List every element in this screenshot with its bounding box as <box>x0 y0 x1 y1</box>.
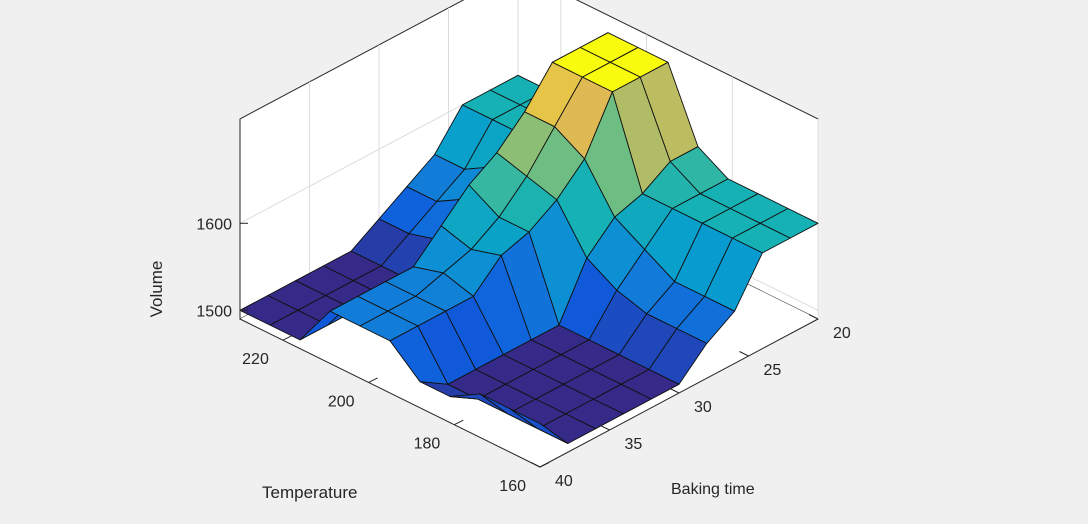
x-tick <box>808 314 819 320</box>
x-tick-label: 20 <box>833 325 851 342</box>
x-tick-label: 30 <box>694 399 712 416</box>
y-tick <box>368 377 378 383</box>
y-axis-line <box>239 318 541 468</box>
z-tick-label: 1600 <box>196 216 232 233</box>
z-axis-label: Volume <box>147 261 166 318</box>
x-tick <box>739 351 749 357</box>
y-tick-label: 180 <box>414 436 441 453</box>
surface-mesh <box>239 32 819 444</box>
axes-frame: 20 25 30 35 40 160 180 200 220 1500 1600 <box>196 118 851 495</box>
x-tick <box>530 462 541 468</box>
z-tick-label: 1500 <box>196 303 232 320</box>
y-tick <box>282 335 293 341</box>
x-tick <box>669 388 680 394</box>
y-tick <box>539 462 550 468</box>
y-tick-label: 220 <box>242 351 269 368</box>
x-tick <box>600 425 610 431</box>
y-tick-label: 200 <box>328 393 355 410</box>
surface-patch <box>509 408 569 444</box>
x-axis-label: Baking time <box>671 481 755 498</box>
y-axis-label: Temperature <box>262 483 357 502</box>
y-tick-label: 160 <box>499 478 526 495</box>
x-tick-label: 25 <box>764 362 782 379</box>
x-tick-label: 35 <box>625 436 643 453</box>
y-tick <box>454 419 464 426</box>
x-tick-label: 40 <box>555 473 573 490</box>
